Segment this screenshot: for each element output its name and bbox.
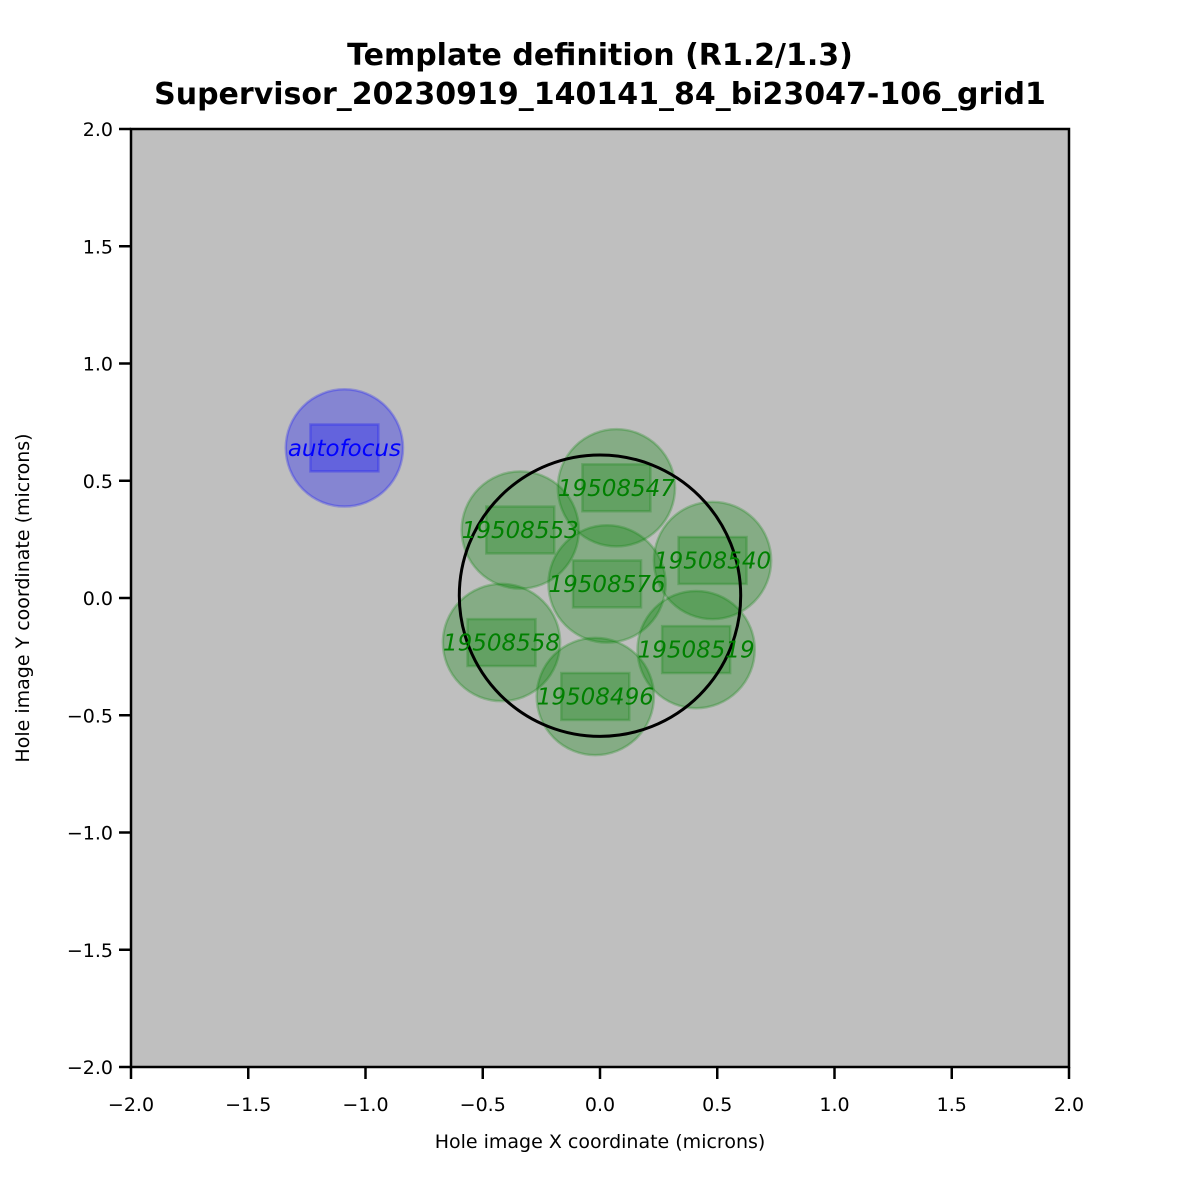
exposure-detector-1 [485, 505, 556, 555]
autofocus-detector-0 [309, 423, 380, 473]
hole-outline [457, 453, 743, 738]
chart-title-line1: Template definition (R1.2/1.3) [347, 38, 853, 73]
y-tick-label-3: −0.5 [67, 705, 113, 727]
plot-area [131, 129, 1069, 1067]
exposure-detector-0 [581, 463, 652, 513]
y-tick-label-6: 1.0 [83, 354, 113, 376]
autofocus-label-0: autofocus [288, 436, 401, 462]
x-tick-label-1: −1.5 [225, 1094, 271, 1116]
exposure-label-2: 19508540 [654, 548, 771, 574]
exposure-detector-4 [466, 617, 537, 668]
exposure-beam-0 [556, 427, 677, 548]
y-tick-label-5: 0.5 [83, 471, 113, 493]
x-axis-ticks: −2.0 −1.5 −1.0 −0.5 0.0 0.5 1.0 1.5 2.0 [108, 1067, 1084, 1116]
exposure-label-6: 19508496 [537, 684, 654, 710]
y-tick-label-2: −1.0 [67, 823, 113, 845]
exposure-beam-5 [636, 589, 757, 710]
x-tick-label-3: −0.5 [460, 1094, 506, 1116]
exposure-label-0: 19508547 [558, 476, 675, 502]
x-tick-label-0: −2.0 [108, 1094, 154, 1116]
autofocus-beam-0 [284, 388, 405, 508]
exposure-beam-6 [535, 636, 656, 757]
y-tick-label-0: −2.0 [67, 1057, 113, 1079]
exposure-label-1: 19508553 [462, 518, 579, 544]
x-tick-label-2: −1.0 [342, 1094, 388, 1116]
plot-marks: autofocus 19508547 19508553 195085401950857… [284, 388, 773, 757]
exposure-label-3: 19508576 [548, 572, 665, 598]
y-tick-label-1: −1.5 [67, 940, 113, 962]
x-tick-label-7: 1.5 [937, 1094, 967, 1116]
exposure-beam-4 [441, 582, 562, 703]
exposure-detector-3 [571, 559, 643, 609]
x-tick-label-6: 1.0 [819, 1094, 849, 1116]
exposure-beam-3 [547, 524, 667, 644]
x-tick-label-5: 0.5 [702, 1094, 732, 1116]
exposure-label-4: 19508558 [443, 631, 560, 657]
exposure-detector-6 [560, 671, 631, 722]
x-axis-label: Hole image X coordinate (microns) [435, 1131, 766, 1153]
x-tick-label-8: 2.0 [1054, 1094, 1084, 1116]
y-axis-label: Hole image Y coordinate (microns) [12, 433, 34, 762]
y-axis-ticks: −2.0 −1.5 −1.0 −0.5 0.0 0.5 1.0 1.5 2.0 [67, 119, 131, 1079]
exposure-label-5: 19508519 [638, 638, 755, 664]
x-tick-label-4: 0.0 [585, 1094, 615, 1116]
y-tick-label-8: 2.0 [83, 119, 113, 141]
y-tick-label-4: 0.0 [83, 588, 113, 610]
chart-title-line2: Supervisor_20230919_140141_84_bi23047-10… [154, 77, 1046, 112]
y-tick-label-7: 1.5 [83, 236, 113, 258]
exposure-beam-1 [460, 470, 581, 590]
